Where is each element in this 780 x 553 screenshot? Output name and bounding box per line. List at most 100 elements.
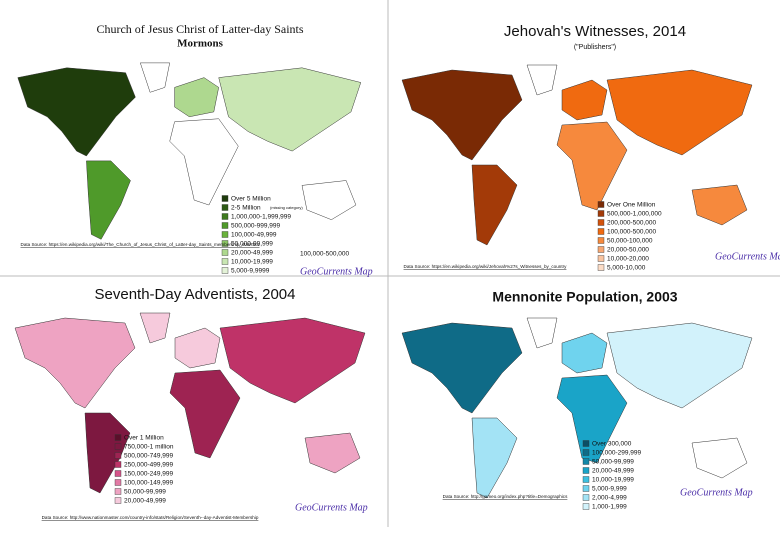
legend-label: 10,000-19,999: [231, 259, 273, 266]
region: [606, 322, 753, 409]
legend-swatch: [582, 494, 590, 501]
map-title: Jehovah's Witnesses, 2014: [504, 23, 686, 40]
legend-swatch: [221, 204, 229, 211]
region: [174, 327, 221, 369]
world-map: [14, 312, 366, 494]
region: [556, 374, 628, 464]
legend-label: 10,000-19,999: [592, 477, 634, 484]
legend-swatch: [597, 228, 605, 235]
data-source: Data Source: https://en.wikipedia.org/wi…: [21, 242, 261, 247]
legend-label: 100,000-149,999: [124, 480, 174, 487]
region: [84, 412, 131, 494]
map-subtitle: Mormons: [177, 38, 224, 50]
region: [561, 332, 608, 374]
legend-swatch: [221, 222, 229, 229]
world-map: [401, 317, 753, 499]
legend-label: 150,000-249,999: [124, 471, 174, 478]
region: [401, 69, 523, 161]
brand: GeoCurrents Map: [295, 502, 368, 513]
region: [218, 67, 362, 152]
legend-label: Over 300,000: [592, 441, 632, 448]
legend-label: 50,000-100,000: [607, 238, 653, 245]
region: [556, 121, 628, 211]
region: [471, 417, 518, 499]
legend-swatch: [582, 458, 590, 465]
region: [14, 317, 136, 409]
legend-label: 5,000-10,000: [607, 265, 646, 272]
legend-extra: 100,000-500,000: [300, 251, 350, 258]
legend-label: 2-5 Million: [231, 205, 261, 212]
legend-swatch: [582, 449, 590, 456]
region: [691, 437, 748, 479]
legend-swatch: [597, 210, 605, 217]
legend-swatch: [582, 440, 590, 447]
legend-swatch: [221, 195, 229, 202]
world-map: [401, 64, 753, 246]
map-panel: Seventh-Day Adventists, 2004 Over 1 Milli…: [14, 286, 368, 520]
legend-label: 50,000-99,999: [124, 489, 166, 496]
legend-label: 100,000-500,000: [607, 229, 657, 236]
legend-label: 500,000-1,000,000: [607, 211, 662, 218]
region: [139, 312, 171, 344]
legend-label: 1,000,000-1,999,999: [231, 214, 291, 221]
legend-swatch: [597, 201, 605, 208]
legend-swatch: [597, 237, 605, 244]
legend-label: 50,000-99,999: [592, 459, 634, 466]
region: [526, 64, 558, 96]
legend-swatch: [114, 479, 122, 486]
legend-label: 20,000-50,000: [607, 247, 649, 254]
region: [86, 160, 131, 240]
legend-swatch: [114, 461, 122, 468]
region: [301, 180, 357, 220]
legend-label: 100,000-49,999: [231, 232, 277, 239]
region: [691, 184, 748, 226]
legend-label: 750,000-1 million: [124, 444, 174, 451]
legend-swatch: [114, 452, 122, 459]
legend-label: 10,000-20,000: [607, 256, 649, 263]
legend-label: 20,000-49,999: [124, 498, 166, 505]
data-source: Data Source: https://en.wikipedia.org/wi…: [404, 264, 568, 269]
map-title: Church of Jesus Christ of Latter-day Sai…: [96, 22, 303, 36]
legend-label: 200,000-500,000: [607, 220, 657, 227]
legend-label: Over One Million: [607, 202, 656, 209]
legend-label: 5,000-9,9999: [231, 268, 270, 275]
legend-label: 20,000-49,999: [592, 468, 634, 475]
brand: GeoCurrents Map: [680, 487, 753, 498]
legend-swatch: [221, 213, 229, 220]
legend-swatch: [582, 503, 590, 510]
region: [174, 77, 219, 118]
legend-label: 2,000-4,999: [592, 495, 627, 502]
world-map: [17, 62, 362, 240]
data-source: Data Source: http://gameo.org/index.php?…: [443, 494, 568, 499]
legend-label: 500,000-999,999: [231, 223, 281, 230]
legend-swatch: [582, 485, 590, 492]
region: [169, 118, 239, 206]
legend-swatch: [114, 488, 122, 495]
legend-label: Over 1 Million: [124, 435, 164, 442]
region: [304, 432, 361, 474]
region: [139, 62, 170, 93]
brand: GeoCurrents Map: [300, 266, 373, 277]
legend-swatch: [221, 240, 229, 247]
legend-label: 1,000-1,999: [592, 504, 627, 511]
legend-swatch: [221, 267, 229, 274]
legend-swatch: [597, 246, 605, 253]
legend-swatch: [114, 443, 122, 450]
region: [471, 164, 518, 246]
map-title: Mennonite Population, 2003: [492, 289, 677, 305]
legend-swatch: [597, 264, 605, 271]
legend-swatch: [221, 231, 229, 238]
legend-label: 250,000-499,999: [124, 462, 174, 469]
region: [606, 69, 753, 156]
legend-label: 100,000-299,999: [592, 450, 642, 457]
map-panel: Mennonite Population, 2003 Over 300,000 10…: [401, 289, 753, 511]
data-source: Data Source: http://www.nationmaster.com…: [42, 515, 259, 520]
legend-swatch: [582, 467, 590, 474]
legend-label: 500,000-749,999: [124, 453, 174, 460]
legend-swatch: [221, 249, 229, 256]
legend-label: 5,000-9,999: [592, 486, 627, 493]
legend-swatch: [114, 470, 122, 477]
legend-swatch: [597, 255, 605, 262]
region: [401, 322, 523, 414]
map-panel: Jehovah's Witnesses, 2014 ("Publishers") O…: [401, 23, 780, 272]
